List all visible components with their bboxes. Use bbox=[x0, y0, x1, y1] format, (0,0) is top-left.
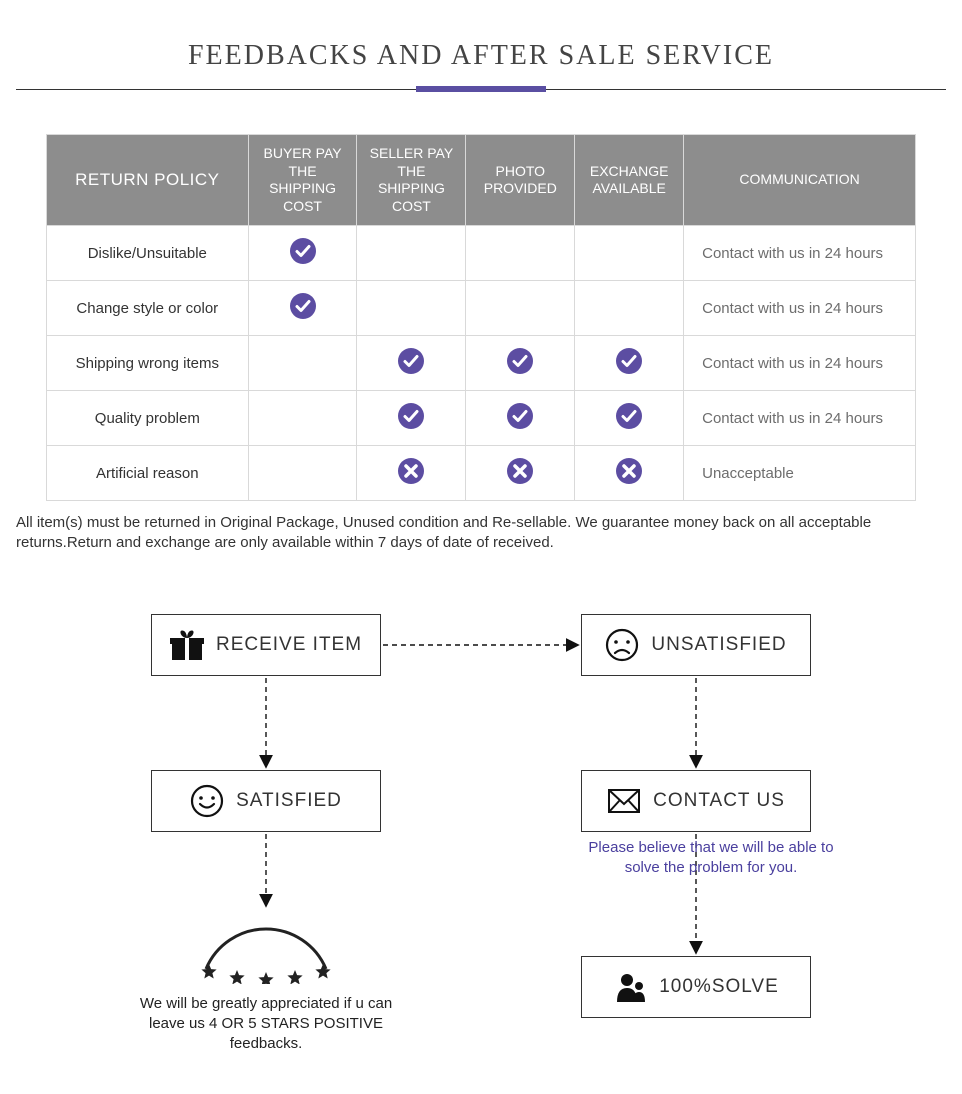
check-icon bbox=[290, 238, 316, 264]
people-icon bbox=[613, 970, 647, 1004]
cross-icon bbox=[398, 458, 424, 484]
cell-photo bbox=[466, 281, 575, 336]
caption-stars_note: We will be greatly appreciated if u can … bbox=[136, 994, 396, 1055]
node-unsatisfied: UNSATISFIED bbox=[581, 614, 811, 676]
cell-seller bbox=[357, 226, 466, 281]
happy-icon bbox=[190, 784, 224, 818]
flow-arrow bbox=[260, 672, 272, 772]
row-label: Artificial reason bbox=[47, 446, 249, 501]
page-title-wrap: FEEDBACKS AND AFTER SALE SERVICE bbox=[16, 40, 946, 72]
col-photo: PHOTOPROVIDED bbox=[466, 135, 575, 226]
row-label: Dislike/Unsuitable bbox=[47, 226, 249, 281]
col-comm: COMMUNICATION bbox=[684, 135, 916, 226]
cell-seller bbox=[357, 336, 466, 391]
return-policy-table: RETURN POLICYBUYER PAYTHE SHIPPING COSTS… bbox=[46, 134, 916, 501]
cell-photo bbox=[466, 446, 575, 501]
cell-comm: Unacceptable bbox=[684, 446, 916, 501]
gift-icon bbox=[170, 628, 204, 662]
node-label: CONTACT US bbox=[653, 790, 785, 812]
cell-exch bbox=[575, 446, 684, 501]
node-label: UNSATISFIED bbox=[651, 634, 786, 656]
col-buyer: BUYER PAYTHE SHIPPING COST bbox=[248, 135, 357, 226]
row-label: Quality problem bbox=[47, 391, 249, 446]
cell-photo bbox=[466, 391, 575, 446]
table-row: Dislike/Unsuitable Contact with us in 24 … bbox=[47, 226, 916, 281]
node-label: RECEIVE ITEM bbox=[216, 634, 362, 656]
check-icon bbox=[290, 293, 316, 319]
cell-buyer bbox=[248, 391, 357, 446]
process-flowchart: RECEIVE ITEM UNSATISFIED SATISFIED CONTACT … bbox=[16, 594, 946, 1064]
check-icon bbox=[507, 403, 533, 429]
cell-exch bbox=[575, 336, 684, 391]
col-exch: EXCHANGEAVAILABLE bbox=[575, 135, 684, 226]
five-stars-icon bbox=[191, 914, 341, 984]
cell-buyer bbox=[248, 446, 357, 501]
policy-footnote: All item(s) must be returned in Original… bbox=[16, 513, 946, 554]
node-label: SATISFIED bbox=[236, 790, 342, 812]
check-icon bbox=[616, 348, 642, 374]
check-icon bbox=[398, 403, 424, 429]
table-row: Artificial reason Unacceptable bbox=[47, 446, 916, 501]
caption-contact_note: Please believe that we will be able to s… bbox=[581, 838, 841, 879]
check-icon bbox=[398, 348, 424, 374]
cell-seller bbox=[357, 391, 466, 446]
cell-exch bbox=[575, 391, 684, 446]
check-icon bbox=[616, 403, 642, 429]
flow-arrow bbox=[260, 828, 272, 911]
flow-arrow bbox=[377, 639, 583, 651]
mail-icon bbox=[607, 784, 641, 818]
cell-exch bbox=[575, 281, 684, 336]
cell-buyer bbox=[248, 226, 357, 281]
cell-photo bbox=[466, 336, 575, 391]
node-label: 100%SOLVE bbox=[659, 976, 779, 998]
table-row: Quality problem Contact with us in 24 hou… bbox=[47, 391, 916, 446]
sad-icon bbox=[605, 628, 639, 662]
cross-icon bbox=[507, 458, 533, 484]
cell-buyer bbox=[248, 336, 357, 391]
row-label: Change style or color bbox=[47, 281, 249, 336]
col-seller: SELLER PAYTHE SHIPPING COST bbox=[357, 135, 466, 226]
cell-photo bbox=[466, 226, 575, 281]
cell-comm: Contact with us in 24 hours bbox=[684, 281, 916, 336]
cell-comm: Contact with us in 24 hours bbox=[684, 226, 916, 281]
row-label: Shipping wrong items bbox=[47, 336, 249, 391]
cell-comm: Contact with us in 24 hours bbox=[684, 391, 916, 446]
node-receive: RECEIVE ITEM bbox=[151, 614, 381, 676]
flow-arrow bbox=[690, 672, 702, 772]
cell-comm: Contact with us in 24 hours bbox=[684, 336, 916, 391]
page-title: FEEDBACKS AND AFTER SALE SERVICE bbox=[16, 40, 946, 72]
cell-buyer bbox=[248, 281, 357, 336]
cell-exch bbox=[575, 226, 684, 281]
table-row: Shipping wrong items Contact with us in 2… bbox=[47, 336, 916, 391]
node-satisfied: SATISFIED bbox=[151, 770, 381, 832]
check-icon bbox=[507, 348, 533, 374]
cell-seller bbox=[357, 446, 466, 501]
cell-seller bbox=[357, 281, 466, 336]
title-underline bbox=[16, 84, 946, 94]
cross-icon bbox=[616, 458, 642, 484]
table-row: Change style or color Contact with us in … bbox=[47, 281, 916, 336]
node-contact: CONTACT US bbox=[581, 770, 811, 832]
col-return: RETURN POLICY bbox=[47, 135, 249, 226]
node-solve: 100%SOLVE bbox=[581, 956, 811, 1018]
